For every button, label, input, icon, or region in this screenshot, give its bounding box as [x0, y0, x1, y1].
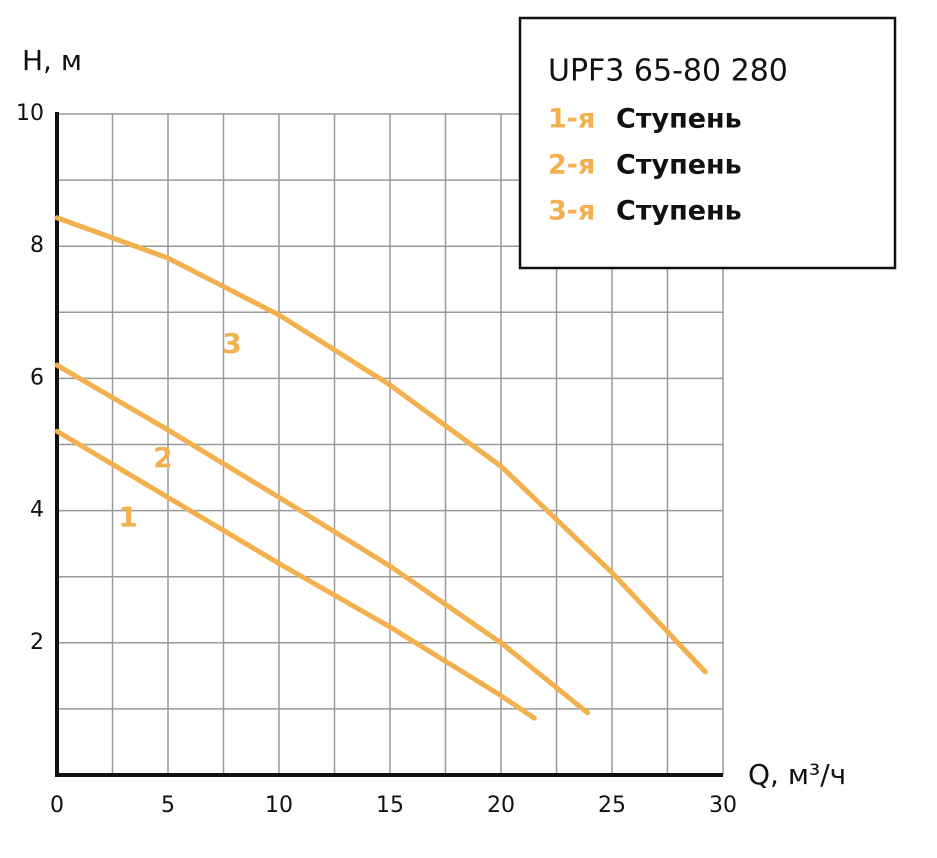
legend-entry: 3-я: [548, 196, 595, 227]
legend-word: Ступень: [616, 104, 742, 135]
legend-word: Ступень: [616, 196, 742, 227]
y-tick-label: 4: [30, 498, 44, 523]
x-tick-label: 25: [598, 793, 626, 818]
x-tick-label: 0: [50, 793, 64, 818]
curve: [54, 362, 591, 716]
legend-box: [518, 16, 897, 270]
legend-word: Ступень: [616, 150, 742, 181]
x-axis-label: Q, м³/ч: [748, 758, 846, 791]
y-tick-label: 6: [30, 365, 44, 390]
x-tick-label: 5: [161, 793, 175, 818]
y-axis-label: H, м: [22, 44, 82, 77]
curve-label: 3: [222, 327, 241, 360]
y-tick-label: 10: [16, 101, 44, 126]
y-tick-label: 8: [30, 233, 44, 258]
legend-entry: 1-я: [548, 104, 595, 135]
curve: [54, 215, 708, 675]
y-tick-label: 2: [30, 630, 44, 655]
legend-entry: 2-я: [548, 150, 595, 181]
legend-title: UPF3 65-80 280: [548, 54, 788, 89]
curve-label: 1: [118, 500, 137, 533]
x-tick-label: 30: [709, 793, 737, 818]
x-tick-label: 15: [376, 793, 404, 818]
curve-label: 2: [153, 441, 172, 474]
x-tick-label: 20: [487, 793, 515, 818]
x-tick-label: 10: [265, 793, 293, 818]
curve: [54, 428, 537, 721]
